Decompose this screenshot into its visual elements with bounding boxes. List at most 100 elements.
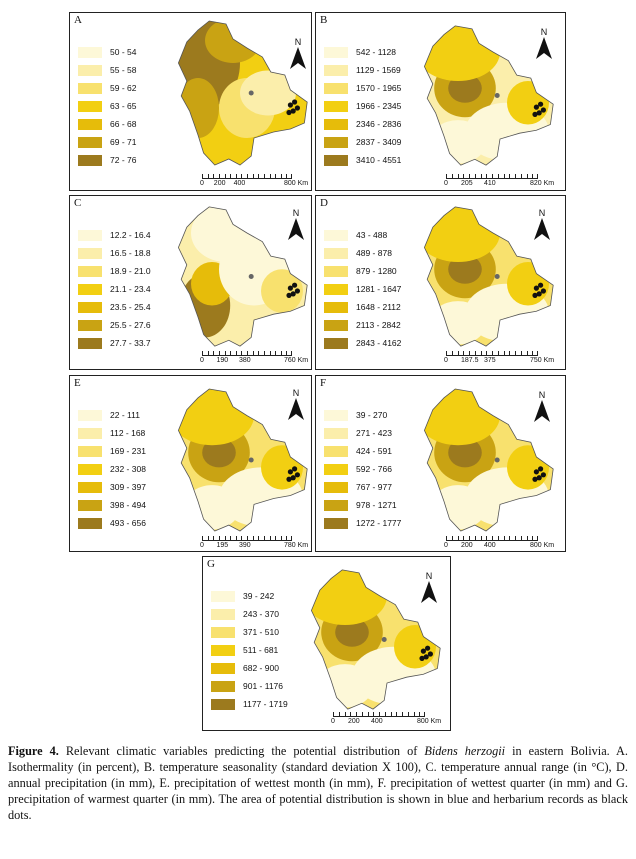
legend-item: 1272 - 1777 — [324, 514, 401, 532]
scale-label: 195 — [216, 542, 229, 549]
legend-item: 1281 - 1647 — [324, 280, 401, 298]
panel-f: F 39 - 270 271 - 423 424 - 591 592 - 766 767 … — [315, 375, 566, 552]
herbarium-record-dot — [425, 645, 431, 651]
herbarium-record-dot — [294, 105, 300, 111]
legend-swatch — [324, 265, 348, 277]
legend-item: 682 - 900 — [211, 659, 288, 677]
herbarium-record-dot — [533, 469, 539, 475]
herbarium-record-dot — [287, 469, 293, 475]
scale-label: 400 — [371, 718, 383, 725]
panel-label: E — [74, 377, 81, 389]
legend-label: 63 - 65 — [110, 101, 137, 111]
legend-swatch — [324, 445, 348, 457]
legend-label: 2113 - 2842 — [356, 320, 401, 330]
legend-swatch — [78, 445, 102, 457]
bolivia-map — [177, 206, 308, 347]
legend-label: 2843 - 4162 — [356, 338, 402, 348]
legend-swatch — [78, 64, 102, 76]
bolivia-map — [177, 388, 308, 532]
legend-swatch — [78, 82, 102, 94]
north-arrow-icon: N — [421, 571, 437, 603]
legend-item: 169 - 231 — [78, 442, 146, 460]
legend-item: 22 - 111 — [78, 406, 146, 424]
scale-label: 780 Km — [284, 542, 309, 549]
legend-label: 1570 - 1965 — [356, 83, 402, 93]
legend-item: 18.9 - 21.0 — [78, 262, 151, 280]
scale-label: 200 — [348, 718, 360, 725]
legend-item: 3410 - 4551 — [324, 151, 401, 169]
map-legend: 12.2 - 16.4 16.5 - 18.8 18.9 - 21.0 21.1 - … — [78, 226, 151, 352]
legend-item: 309 - 397 — [78, 478, 146, 496]
legend-label: 1281 - 1647 — [356, 284, 402, 294]
legend-item: 371 - 510 — [211, 623, 288, 641]
legend-label: 2837 - 3409 — [356, 137, 402, 147]
herbarium-record-dot — [286, 109, 292, 116]
caption-label: Figure 4. — [8, 744, 59, 758]
scale-label: 800 Km — [530, 542, 555, 549]
legend-label: 371 - 510 — [243, 627, 279, 637]
legend-swatch — [78, 283, 102, 295]
panel-c: C 12.2 - 16.4 16.5 - 18.8 18.9 - 21.0 21.1 -… — [69, 195, 312, 370]
scale-label: 200 — [213, 180, 226, 187]
scale-label: 800 Km — [284, 180, 309, 187]
north-label: N — [425, 571, 433, 581]
scale-label: 200 — [461, 542, 473, 549]
legend-swatch — [324, 499, 348, 511]
legend-label: 1648 - 2112 — [356, 302, 401, 312]
legend-item: 398 - 494 — [78, 496, 146, 514]
north-arrow-icon: N — [534, 390, 550, 422]
legend-item: 901 - 1176 — [211, 677, 288, 695]
legend-swatch — [78, 463, 102, 475]
legend-item: 489 - 878 — [324, 244, 401, 262]
legend-label: 542 - 1128 — [356, 47, 397, 57]
legend-swatch — [78, 319, 102, 331]
north-arrow-icon: N — [536, 27, 552, 59]
legend-swatch — [78, 265, 102, 277]
scale-label: 410 — [484, 180, 496, 187]
legend-swatch — [211, 590, 235, 602]
herbarium-record-dot — [290, 108, 296, 114]
scale-label: 750 Km — [530, 357, 555, 364]
herbarium-record-dot — [292, 99, 298, 105]
legend-label: 59 - 62 — [110, 83, 137, 93]
legend-label: 69 - 71 — [110, 137, 137, 147]
legend-item: 23.5 - 25.4 — [78, 298, 151, 316]
herbarium-record-dot — [538, 466, 544, 472]
legend-label: 489 - 878 — [356, 248, 392, 258]
legend-item: 2346 - 2836 — [324, 115, 401, 133]
legend-swatch — [78, 337, 102, 349]
herbarium-record-dot — [294, 288, 300, 294]
scale-label: 820 Km — [530, 180, 555, 187]
legend-swatch — [324, 283, 348, 295]
legend-item: 59 - 62 — [78, 79, 136, 97]
north-label: N — [294, 37, 302, 47]
legend-label: 21.1 - 23.4 — [110, 284, 151, 294]
herbarium-record-dot — [290, 475, 296, 481]
north-label: N — [538, 208, 546, 218]
panel-d: D 43 - 488 489 - 878 879 - 1280 1281 - 1647 1… — [315, 195, 566, 370]
legend-swatch — [211, 698, 235, 710]
herbarium-record-dot — [532, 111, 538, 117]
map-legend: 39 - 270 271 - 423 424 - 591 592 - 766 767 -… — [324, 406, 401, 532]
legend-swatch — [78, 409, 102, 421]
legend-item: 55 - 58 — [78, 61, 136, 79]
north-label: N — [538, 390, 546, 400]
legend-label: 50 - 54 — [110, 47, 137, 57]
scale-label: 0 — [444, 180, 448, 187]
herbarium-record-dot — [540, 288, 546, 294]
legend-label: 424 - 591 — [356, 446, 392, 456]
legend-label: 511 - 681 — [243, 645, 279, 655]
legend-item: 978 - 1271 — [324, 496, 401, 514]
scale-label: 0 — [200, 542, 204, 549]
legend-swatch — [324, 337, 348, 349]
legend-swatch — [78, 499, 102, 511]
legend-item: 424 - 591 — [324, 442, 401, 460]
legend-label: 271 - 423 — [356, 428, 392, 438]
legend-label: 232 - 308 — [110, 464, 146, 474]
legend-item: 69 - 71 — [78, 133, 136, 151]
legend-label: 43 - 488 — [356, 230, 388, 240]
legend-label: 23.5 - 25.4 — [110, 302, 151, 312]
legend-item: 1648 - 2112 — [324, 298, 401, 316]
legend-swatch — [78, 517, 102, 529]
herbarium-record-dot — [290, 291, 296, 297]
